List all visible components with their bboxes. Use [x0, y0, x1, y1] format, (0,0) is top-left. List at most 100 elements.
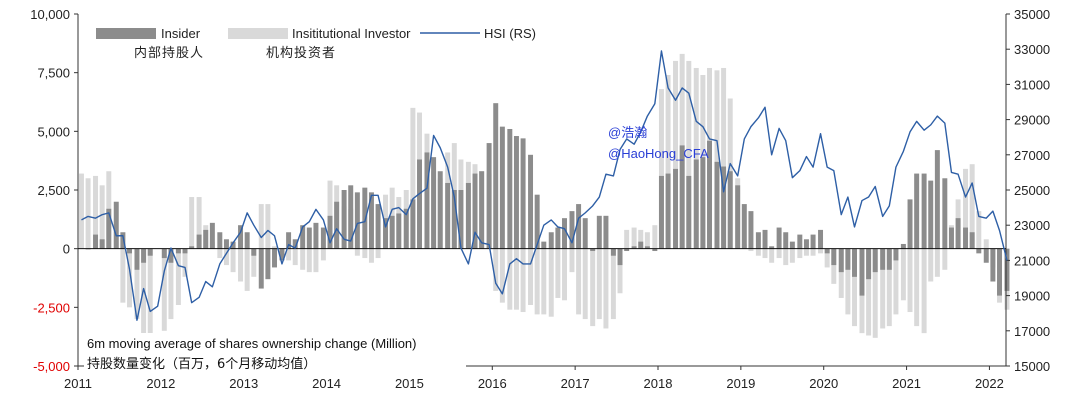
insider-bar: [134, 248, 140, 270]
institutional-bar: [223, 248, 229, 266]
left-tick-label: 5,000: [37, 124, 70, 139]
insider-bar: [120, 232, 126, 249]
right-tick-label: 19000: [1014, 289, 1050, 304]
institutional-bar: [528, 248, 534, 305]
insider-bar: [286, 232, 292, 249]
insider-bar: [569, 211, 575, 249]
insider-bar: [852, 248, 857, 277]
legend-insider-cn-label: 内部持股人: [134, 45, 204, 61]
institutional-bar: [797, 248, 803, 259]
institutional-bar: [562, 248, 567, 301]
insider-bar: [673, 168, 679, 249]
institutional-bar: [831, 248, 837, 284]
insider-bar: [493, 103, 499, 249]
note-label: 6m moving average of shares ownership ch…: [87, 336, 417, 351]
insider-bar: [997, 248, 1002, 296]
institutional-bar: [513, 248, 519, 310]
insider-bar: [465, 182, 471, 249]
insider-bar: [679, 145, 685, 249]
insider-bar: [776, 227, 782, 249]
insider-bar: [334, 201, 340, 249]
institutional-bar: [872, 248, 878, 338]
institutional-bar: [590, 248, 596, 327]
watermark-line-1: @浩瀚: [608, 125, 647, 140]
insider-bar: [175, 248, 181, 254]
insider-bar: [306, 227, 312, 249]
institutional-bar: [265, 204, 271, 249]
insider-bar: [424, 152, 430, 249]
right-tick-label: 29000: [1014, 113, 1050, 128]
institutional-bar: [818, 248, 824, 254]
left-tick-label: 0: [63, 242, 70, 257]
insider-bar: [983, 248, 989, 263]
insider-bar: [693, 159, 699, 249]
left-tick-label: 2,500: [37, 183, 70, 198]
x-tick-label: 2019: [726, 376, 755, 391]
insider-bar: [182, 248, 188, 254]
insider-bar: [189, 246, 195, 249]
insider-bar: [824, 248, 830, 254]
institutional-bar: [168, 248, 174, 320]
insider-bar: [327, 215, 333, 249]
insider-bar: [665, 173, 671, 249]
insider-bar: [886, 248, 892, 270]
institutional-bar: [610, 248, 616, 320]
insider-bar: [389, 215, 395, 249]
institutional-bar: [306, 248, 312, 273]
institutional-bar: [652, 225, 658, 249]
institutional-bar: [893, 248, 899, 315]
insider-bar: [238, 225, 244, 249]
institutional-bar: [624, 229, 630, 249]
institutional-bar: [644, 232, 650, 249]
institutional-bar: [244, 248, 250, 291]
institutional-bar: [907, 248, 913, 313]
insider-bar: [590, 248, 596, 252]
insider-bar: [292, 239, 298, 249]
institutional-bar: [762, 248, 768, 259]
insider-bar: [451, 190, 457, 249]
left-tick-label: 7,500: [37, 66, 70, 81]
insider-bar: [838, 248, 844, 273]
x-tick-label: 2011: [64, 376, 92, 391]
insider-bar: [479, 171, 485, 249]
insider-bars: [85, 103, 1010, 296]
insider-bar: [354, 192, 360, 249]
left-tick-label: -5,000: [33, 359, 70, 374]
right-tick-label: 35000: [1014, 7, 1050, 22]
right-tick-label: 27000: [1014, 148, 1050, 163]
institutional-bar: [783, 248, 789, 266]
institutional-bar: [230, 248, 236, 273]
institutional-bar: [507, 248, 513, 310]
institutional-bar: [852, 248, 857, 327]
institutional-bar: [886, 248, 892, 327]
insider-bar: [499, 126, 505, 249]
insider-bar: [596, 215, 602, 249]
institutional-bar: [189, 197, 195, 249]
institutional-bar: [327, 180, 333, 249]
institutional-bar: [769, 248, 775, 263]
institutional-bar: [362, 248, 368, 259]
institutional-bar: [928, 248, 934, 282]
institutional-bar: [141, 248, 147, 338]
insider-bar: [520, 138, 526, 249]
right-tick-label: 31000: [1014, 77, 1050, 92]
institutional-bar: [286, 248, 292, 261]
institutional-bar: [134, 248, 140, 320]
institutional-bar: [934, 248, 940, 277]
institutional-bar: [838, 248, 844, 298]
institutional-bar: [313, 248, 319, 273]
insider-bar: [141, 248, 147, 263]
insider-bar: [486, 143, 492, 249]
institutional-bar: [748, 248, 754, 252]
institutional-bar: [789, 248, 795, 263]
x-tick-label: 2014: [312, 376, 341, 391]
insider-bar: [555, 227, 561, 249]
institutional-bar: [251, 248, 257, 277]
institutional-bar: [963, 168, 969, 249]
insider-bar: [741, 204, 747, 249]
right-tick-label: 21000: [1014, 253, 1050, 268]
insider-bar: [928, 180, 934, 249]
insider-bar: [727, 171, 733, 249]
insider-bar: [417, 159, 422, 249]
institutional-bar: [569, 248, 575, 273]
